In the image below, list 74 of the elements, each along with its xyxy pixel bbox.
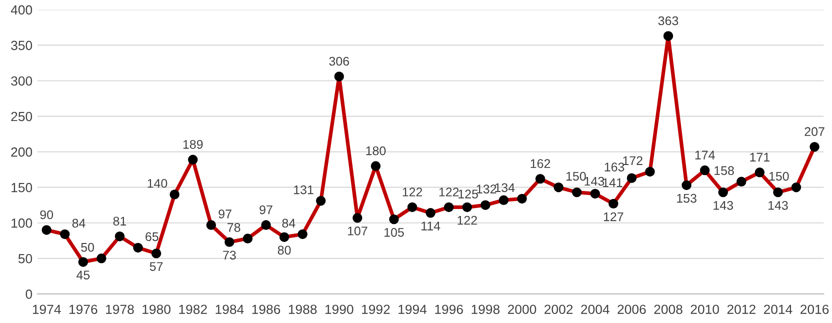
data-label: 162 xyxy=(530,159,550,168)
data-label: 143 xyxy=(768,200,788,210)
x-tick-label: 1986 xyxy=(252,304,280,314)
data-label: 84 xyxy=(282,218,296,228)
data-label: 172 xyxy=(623,156,642,165)
data-label: 150 xyxy=(769,172,789,181)
y-tick-label: 200 xyxy=(11,147,32,157)
data-label: 122 xyxy=(458,216,477,225)
y-tick-label: 0 xyxy=(26,289,32,299)
x-tick-label: 2000 xyxy=(508,304,536,314)
data-label: 122 xyxy=(402,188,422,196)
x-tick-label: 1978 xyxy=(106,304,134,314)
data-label: 143 xyxy=(714,200,733,210)
data-label: 153 xyxy=(677,194,696,203)
data-label: 140 xyxy=(148,178,168,188)
y-tick-label: 100 xyxy=(12,218,32,228)
y-tick-label: 150 xyxy=(12,182,32,192)
data-label: 171 xyxy=(750,152,770,162)
y-tick-label: 50 xyxy=(18,254,32,264)
data-label: 65 xyxy=(146,232,158,242)
y-tick-label: 350 xyxy=(11,40,32,50)
x-tick-label: 1988 xyxy=(288,304,317,314)
data-label: 81 xyxy=(113,216,126,226)
y-tick-label: 300 xyxy=(11,76,32,86)
x-tick-label: 2008 xyxy=(654,304,682,314)
data-label: 57 xyxy=(150,262,163,271)
data-label: 143 xyxy=(584,176,604,186)
x-tick-label: 1996 xyxy=(435,304,463,314)
data-label: 163 xyxy=(604,162,624,172)
data-label: 141 xyxy=(603,178,622,187)
data-label: 180 xyxy=(366,146,386,156)
x-tick-label: 2004 xyxy=(581,304,610,314)
x-tick-label: 1998 xyxy=(472,304,500,314)
data-label: 150 xyxy=(566,172,586,181)
data-label: 107 xyxy=(348,226,368,236)
data-label: 132 xyxy=(476,184,496,194)
y-tick-label: 400 xyxy=(10,5,32,15)
y-tick-label: 250 xyxy=(11,112,32,122)
data-label: 158 xyxy=(714,166,734,176)
x-tick-label: 2010 xyxy=(690,304,719,314)
data-label: 174 xyxy=(695,150,715,160)
data-label: 122 xyxy=(439,188,459,196)
data-label: 134 xyxy=(495,183,515,192)
x-tick-label: 1982 xyxy=(179,304,207,314)
data-label: 84 xyxy=(72,218,86,228)
data-label: 105 xyxy=(384,228,404,237)
data-label: 207 xyxy=(804,127,824,136)
data-label: 306 xyxy=(329,56,350,66)
x-tick-label: 1974 xyxy=(32,304,61,314)
data-label: 125 xyxy=(458,190,478,198)
x-tick-label: 2016 xyxy=(800,304,829,314)
x-tick-label: 1994 xyxy=(398,304,427,314)
x-tick-label: 1992 xyxy=(362,304,390,314)
data-label: 97 xyxy=(260,205,272,214)
data-label: 45 xyxy=(76,270,90,280)
x-tick-label: 2014 xyxy=(764,304,792,314)
data-label: 189 xyxy=(183,140,203,149)
x-tick-label: 1980 xyxy=(142,304,170,314)
data-label: 50 xyxy=(81,242,94,252)
data-label: 90 xyxy=(40,210,54,220)
x-tick-label: 1990 xyxy=(325,304,354,314)
x-tick-label: 2002 xyxy=(544,304,573,314)
data-label: 80 xyxy=(278,246,291,255)
data-label: 97 xyxy=(218,210,232,218)
data-label: 73 xyxy=(223,250,236,260)
x-tick-label: 1984 xyxy=(216,304,244,314)
data-label: 131 xyxy=(294,185,314,194)
data-label: 78 xyxy=(228,223,240,232)
data-label: 114 xyxy=(422,222,440,230)
data-label: 363 xyxy=(658,16,678,26)
x-tick-label: 2012 xyxy=(727,304,756,314)
x-tick-label: 2006 xyxy=(618,304,646,314)
data-label: 127 xyxy=(604,212,624,222)
x-tick-label: 1976 xyxy=(69,304,98,314)
